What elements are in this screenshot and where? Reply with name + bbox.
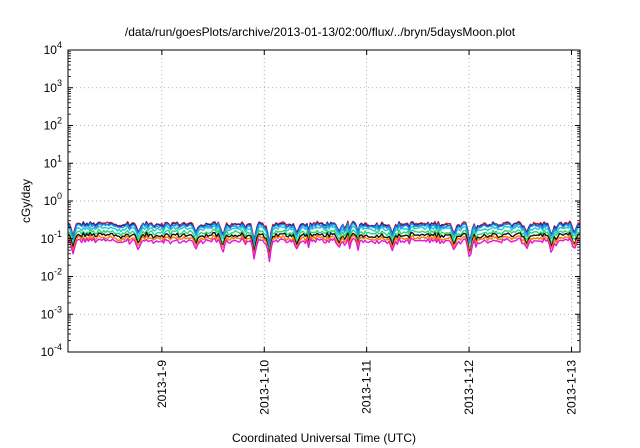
x-tick-label: 2013-1-10 [257,360,271,415]
series-line [67,231,581,257]
chart-title: /data/run/goesPlots/archive/2013-01-13/0… [125,25,516,39]
y-tick-label: 10-1 [41,229,62,246]
y-axis-label: cGy/day [19,179,33,223]
y-tick-label: 101 [44,153,62,170]
y-tick-label: 10-2 [41,267,62,284]
axes: 10-4 10-3 10-2 10-1 100 101 102 103 104 2013-1-9 2… [41,40,580,415]
x-axis-label: Coordinated Universal Time (UTC) [232,431,416,445]
series-line [67,237,581,263]
series-line [67,228,581,254]
y-tick-label: 10-4 [41,342,62,359]
x-tick-label: 2013-1-12 [462,360,476,415]
y-tick-label: 104 [44,40,62,57]
x-tick-label: 2013-1-11 [360,360,374,414]
series-line [67,234,580,260]
series-line [67,222,581,248]
y-tick-label: 103 [44,78,62,95]
y-tick-label: 10-3 [41,304,62,321]
grid [68,50,580,352]
x-tick-label: 2013-1-9 [155,360,169,408]
y-tick-label: 100 [44,191,62,208]
series-line [67,224,581,250]
y-tick-label: 102 [44,116,62,133]
series-group [67,220,581,263]
x-tick-label: 2013-1-13 [564,360,578,415]
